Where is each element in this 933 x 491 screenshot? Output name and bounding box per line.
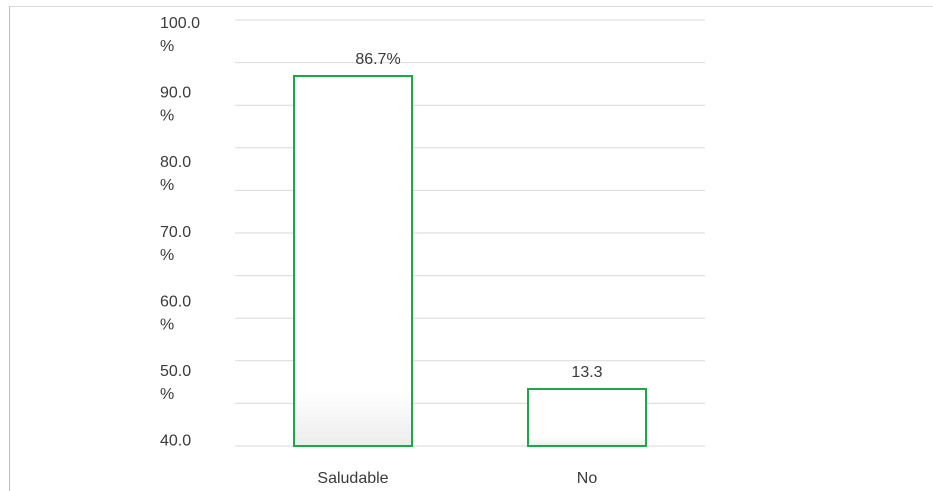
y-tick-unit: % [160,316,174,333]
y-tick-unit: % [160,38,174,55]
bar-no [527,388,647,447]
y-tick-unit: % [160,386,174,403]
x-category-label: Saludable [317,470,388,487]
y-axis-tick-labels: 100.0% 90.0% 80.0% 70.0% 60.0% 50.0% 40.0 [160,15,200,450]
y-tick-label: 60.0 [160,293,191,310]
y-tick-label: 90.0 [160,85,191,102]
y-tick-label: 70.0 [160,224,191,241]
y-tick-label: 100.0 [160,15,200,32]
y-tick-unit: % [160,247,174,264]
y-tick-label: 50.0 [160,363,191,380]
bar-saludable [293,75,413,447]
data-labels: 86.7% 13.3 [355,51,602,381]
y-tick-label: 40.0 [160,433,191,450]
data-label: 86.7% [355,51,400,68]
x-axis-category-labels: Saludable No [317,470,597,487]
y-tick-unit: % [160,177,174,194]
y-tick-unit: % [160,108,174,125]
bars [293,75,647,447]
x-category-label: No [577,470,598,487]
chart-frame [9,6,933,491]
data-label: 13.3 [571,364,602,381]
y-tick-label: 80.0 [160,154,191,171]
